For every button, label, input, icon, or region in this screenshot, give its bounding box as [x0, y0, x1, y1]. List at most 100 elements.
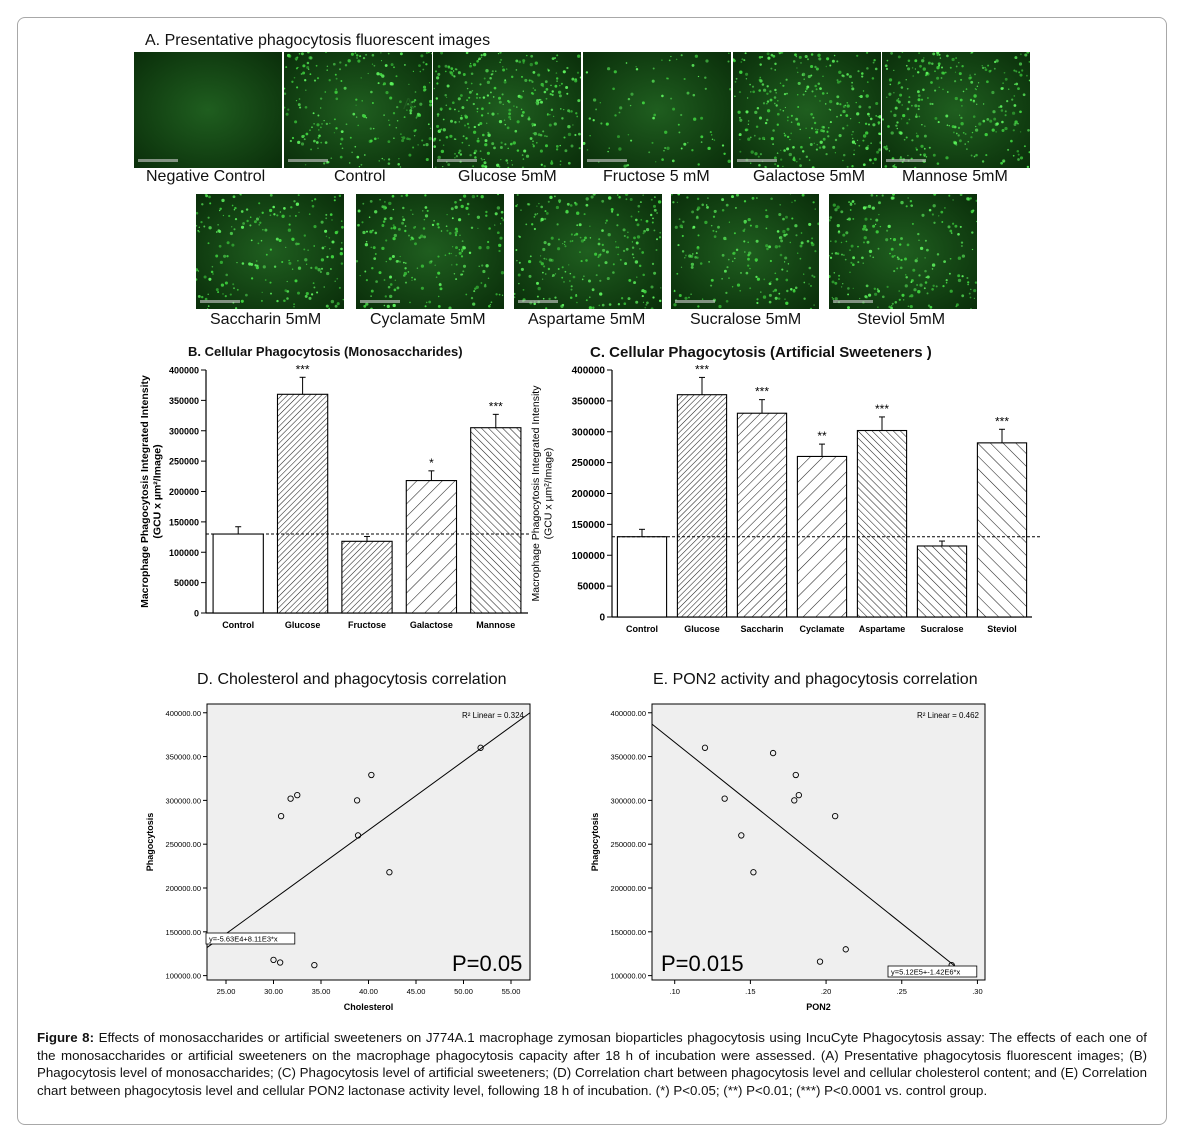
y-tick-label: 350000.00 [166, 753, 201, 762]
chart-d: 25.00 30.00 35.00 40.00 45.00 50.00 55.00 10000… [145, 703, 531, 1012]
x-tick-label: .20 [821, 987, 831, 996]
x-tick-label: 55.00 [502, 987, 521, 996]
y-tick-label: 100000.00 [611, 972, 646, 981]
r2-label: R² Linear = 0.324 [462, 711, 525, 720]
fluorescent-image [733, 52, 881, 168]
r2-label: R² Linear = 0.462 [917, 711, 980, 720]
image-caption: Fructose 5 mM [603, 168, 710, 185]
x-axis-label: PON2 [806, 1002, 831, 1012]
y-tick-label: 50000 [577, 582, 605, 593]
x-tick-label: 25.00 [217, 987, 236, 996]
x-tick-label: .25 [897, 987, 907, 996]
scatter-point [277, 813, 285, 820]
image-caption: Aspartame 5mM [528, 311, 646, 328]
y-tick-label: 150000.00 [166, 928, 201, 937]
bar [676, 394, 728, 618]
image-caption: Control [334, 168, 386, 185]
scatter-point [738, 832, 745, 839]
figure-caption: Figure 8: Effects of monosaccharides or … [37, 1029, 1147, 1099]
image-caption: Glucose 5mM [458, 168, 557, 185]
image-overlay-letter: A [403, 96, 414, 113]
bar [341, 540, 393, 614]
chart-e: .10 .15 .20 .25 .30 100000.00 150000.00 200000.… [590, 703, 986, 1012]
equation-box [205, 932, 296, 945]
scatter-point [792, 771, 799, 779]
x-tick-label: 50.00 [454, 987, 473, 996]
y-tick-label: 350000.00 [611, 753, 646, 762]
fluorescent-image [514, 194, 662, 309]
significance-mark: ** [817, 429, 827, 443]
y-tick-label: 100000 [169, 548, 199, 558]
fluorescent-image [433, 52, 581, 168]
panel-a-title: A. Presentative phagocytosis fluorescent… [145, 32, 491, 49]
y-tick-label: 300000 [169, 426, 199, 436]
y-tick-label: 150000 [572, 520, 606, 531]
equation-label: y=5.12E5+-1.42E6*x [891, 968, 960, 977]
fit-line [206, 712, 531, 948]
p-value: P=0.015 [661, 951, 744, 976]
y-tick-label: 150000 [169, 517, 199, 527]
category-label: Cyclamate [799, 624, 844, 634]
y-tick-label: 300000.00 [166, 796, 201, 805]
significance-mark: *** [489, 399, 503, 413]
scatter-point [721, 795, 728, 802]
y-tick-label: 200000.00 [611, 884, 646, 893]
category-label: Control [222, 620, 254, 630]
fluorescent-image [829, 194, 977, 309]
category-label: Glucose [285, 620, 321, 630]
category-label: Sucralose [920, 624, 963, 634]
significance-mark: *** [755, 385, 769, 399]
image-caption: Mannose 5mM [902, 168, 1008, 185]
category-label: Steviol [987, 624, 1017, 634]
y-tick-label: 400000.00 [611, 709, 646, 718]
y-tick-label: 400000.00 [166, 709, 201, 718]
bar [470, 427, 522, 614]
caption-text: Effects of monosaccharides or artificial… [37, 1030, 1147, 1098]
scatter-point [842, 946, 849, 953]
significance-mark: *** [995, 414, 1009, 428]
bar [856, 429, 908, 618]
y-tick-label: 200000 [572, 489, 606, 500]
fit-line [651, 723, 968, 977]
image-caption: Sucralose 5mM [690, 311, 802, 328]
scatter-point [791, 797, 798, 804]
significance-mark: *** [875, 402, 889, 416]
scatter-point [795, 791, 802, 799]
x-tick-label: 45.00 [407, 987, 426, 996]
y-tick-label: 250000 [572, 458, 606, 469]
scatter-point [294, 791, 301, 799]
bar [405, 480, 458, 614]
y-axis-label: Phagocytosis [590, 813, 600, 872]
scatter-point [311, 961, 318, 969]
scatter-point [287, 795, 294, 802]
scatter-point [354, 832, 362, 839]
y-tick-label: 250000.00 [166, 840, 201, 849]
category-label: Control [626, 624, 658, 634]
y-tick-label: 250000 [169, 457, 199, 467]
scatter-point [270, 956, 277, 963]
scatter-point [276, 959, 284, 966]
fluorescent-image [882, 52, 1030, 168]
plot-area [651, 703, 986, 981]
image-caption: Saccharin 5mM [210, 311, 322, 328]
y-tick-label: 300000.00 [611, 796, 646, 805]
fluorescent-image [196, 194, 344, 309]
image-caption: Galactose 5mM [753, 168, 866, 185]
scatter-point [701, 744, 709, 751]
scatter-point [386, 869, 393, 876]
scatter-point [353, 797, 361, 804]
equation-label: y=-5.63E4+8.11E3*x [209, 935, 278, 944]
y-tick-label: 0 [599, 613, 605, 624]
p-value: P=0.05 [452, 951, 522, 976]
x-tick-label: .10 [669, 987, 679, 996]
image-caption: Negative Control [146, 168, 266, 185]
y-tick-label: 200000 [169, 487, 199, 497]
y-tick-label: 400000 [169, 366, 199, 376]
chart-c-title: C. Cellular Phagocytosis (Artificial Swe… [590, 344, 932, 361]
image-caption: Cyclamate 5mM [370, 311, 486, 328]
x-tick-label: .15 [745, 987, 755, 996]
scatter-point [831, 813, 839, 820]
y-axis-label: Phagocytosis [145, 813, 155, 872]
y-tick-label: 300000 [572, 427, 606, 438]
y-axis-label: Macrophage Phagocytosis Integrated Inten… [139, 375, 164, 608]
